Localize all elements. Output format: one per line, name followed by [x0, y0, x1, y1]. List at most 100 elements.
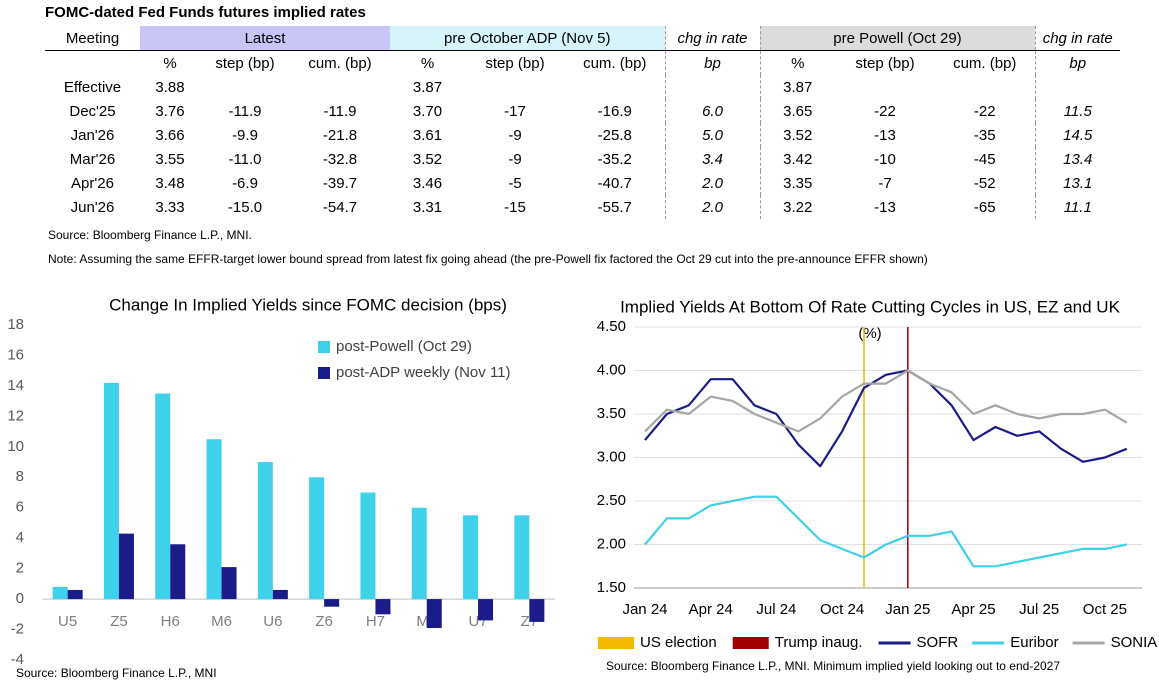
table-cell: -10 — [874, 150, 896, 168]
bar — [52, 586, 68, 600]
x-tick-label: H7 — [366, 613, 385, 630]
table-cell: % — [759, 50, 835, 75]
y-tick-label: 3.50 — [597, 405, 626, 422]
table-cell: -21.8 — [322, 126, 358, 144]
table-cell: 3.88 — [155, 78, 185, 96]
table-cell: 3.22 — [759, 195, 835, 219]
table-cell: -22 — [874, 102, 896, 120]
table-cell: -25.8 — [597, 126, 632, 144]
bar — [309, 477, 325, 600]
bar — [478, 599, 494, 621]
table-cell: pre October ADP (Nov 5) — [390, 26, 665, 51]
legend-label: US election — [640, 634, 717, 651]
x-tick-label: U5 — [58, 613, 77, 630]
y-tick-label: 4 — [16, 529, 24, 546]
x-tick-label: Apr 24 — [689, 601, 733, 618]
bar — [206, 439, 222, 600]
table-cell: -35 — [973, 126, 996, 144]
table-cell: -65 — [973, 198, 996, 216]
table-source: Source: Bloomberg Finance L.P., MNI. — [48, 228, 252, 242]
y-tick-label: 10 — [7, 438, 24, 455]
table-cell: Meeting — [45, 26, 140, 51]
table-cell: 3.52 — [412, 150, 443, 168]
legend-label: Trump inaug. — [775, 634, 863, 651]
bar — [67, 589, 83, 600]
table-cell: -35.2 — [597, 150, 632, 168]
table-cell: -11.9 — [228, 102, 262, 120]
y-tick-label: 14 — [7, 377, 24, 394]
table-cell — [1034, 75, 1120, 99]
table-cell: Jan'26 — [70, 126, 115, 144]
table-cell: cum. (bp) — [953, 54, 1017, 72]
table-cell: -54.7 — [322, 198, 358, 216]
chart-source: Source: Bloomberg Finance L.P., MNI. Min… — [606, 659, 1060, 673]
table-cell: -13 — [874, 198, 896, 216]
x-tick-label: Jan 24 — [622, 601, 667, 618]
table-cell: 5.0 — [664, 123, 760, 147]
bar — [221, 567, 237, 600]
table-cell: 3.61 — [412, 126, 443, 144]
y-tick-label: 12 — [7, 407, 24, 424]
table-cell: -17 — [504, 102, 526, 120]
table-cell: 3.4 — [664, 147, 760, 171]
rates-table: Meeting Latest pre October ADP (Nov 5) chg … — [45, 26, 1120, 219]
x-tick-label: M6 — [211, 613, 232, 630]
x-tick-label: Jan 25 — [885, 601, 930, 618]
table-cell: 3.70 — [412, 102, 443, 120]
y-tick-label: 2.00 — [597, 535, 626, 552]
table-cell: 3.33 — [155, 198, 185, 216]
table-note: Note: Assuming the same EFFR-target lowe… — [48, 252, 928, 266]
x-tick-label: Z5 — [110, 613, 128, 630]
y-tick-label: 16 — [7, 346, 24, 363]
table-cell: Effective — [63, 78, 122, 96]
bar — [529, 599, 545, 622]
bar — [257, 462, 273, 600]
x-tick-label: Jul 24 — [756, 601, 796, 618]
chart-title: Implied Yields At Bottom Of Rate Cutting… — [620, 297, 1120, 316]
chart-subtitle: (%) — [858, 325, 881, 342]
table-cell: step (bp) — [215, 54, 275, 72]
table-cell: 3.66 — [155, 126, 185, 144]
table-cell: 13.4 — [1034, 147, 1120, 171]
y-tick-label: 2 — [16, 560, 24, 577]
y-tick-label: -2 — [11, 621, 24, 638]
table-cell: 6.0 — [664, 99, 760, 123]
y-tick-label: -4 — [11, 651, 24, 668]
table-cell: 3.35 — [759, 171, 835, 195]
y-tick-label: 1.50 — [597, 579, 626, 596]
table-cell: step (bp) — [485, 54, 545, 72]
table-cell: -13 — [874, 126, 896, 144]
table-title: FOMC-dated Fed Funds futures implied rat… — [45, 4, 366, 21]
table-cell: 3.42 — [759, 147, 835, 171]
table-cell — [664, 75, 760, 99]
table-cell: cum. (bp) — [308, 54, 372, 72]
table-cell: -9 — [508, 150, 522, 168]
y-tick-label: 18 — [7, 316, 24, 333]
table-cell: Mar'26 — [69, 150, 116, 168]
bar — [155, 393, 171, 600]
y-tick-label: 8 — [16, 468, 24, 485]
table-cell: -39.7 — [322, 174, 358, 192]
bar — [411, 507, 427, 600]
bar — [375, 599, 391, 615]
table-cell: pre Powell (Oct 29) — [759, 26, 1035, 51]
bar — [118, 533, 134, 600]
table-cell: 3.76 — [155, 102, 185, 120]
table-cell: -52 — [973, 174, 996, 192]
bar — [463, 515, 479, 600]
x-tick-label: H6 — [161, 613, 180, 630]
table-cell: 2.0 — [664, 171, 760, 195]
chart-source: Source: Bloomberg Finance L.P., MNI — [16, 666, 217, 680]
table-cell: Dec'25 — [69, 102, 116, 120]
table-cell: -16.9 — [597, 102, 632, 120]
table-cell: 11.1 — [1034, 195, 1120, 219]
legend-label: post-ADP weekly (Nov 11) — [336, 364, 511, 381]
table-cell: -11.9 — [323, 102, 357, 120]
bar — [324, 599, 340, 607]
bar — [360, 492, 376, 600]
bar — [170, 544, 186, 600]
chart-title: Change In Implied Yields since FOMC deci… — [109, 295, 507, 314]
table-cell: -32.8 — [322, 150, 358, 168]
